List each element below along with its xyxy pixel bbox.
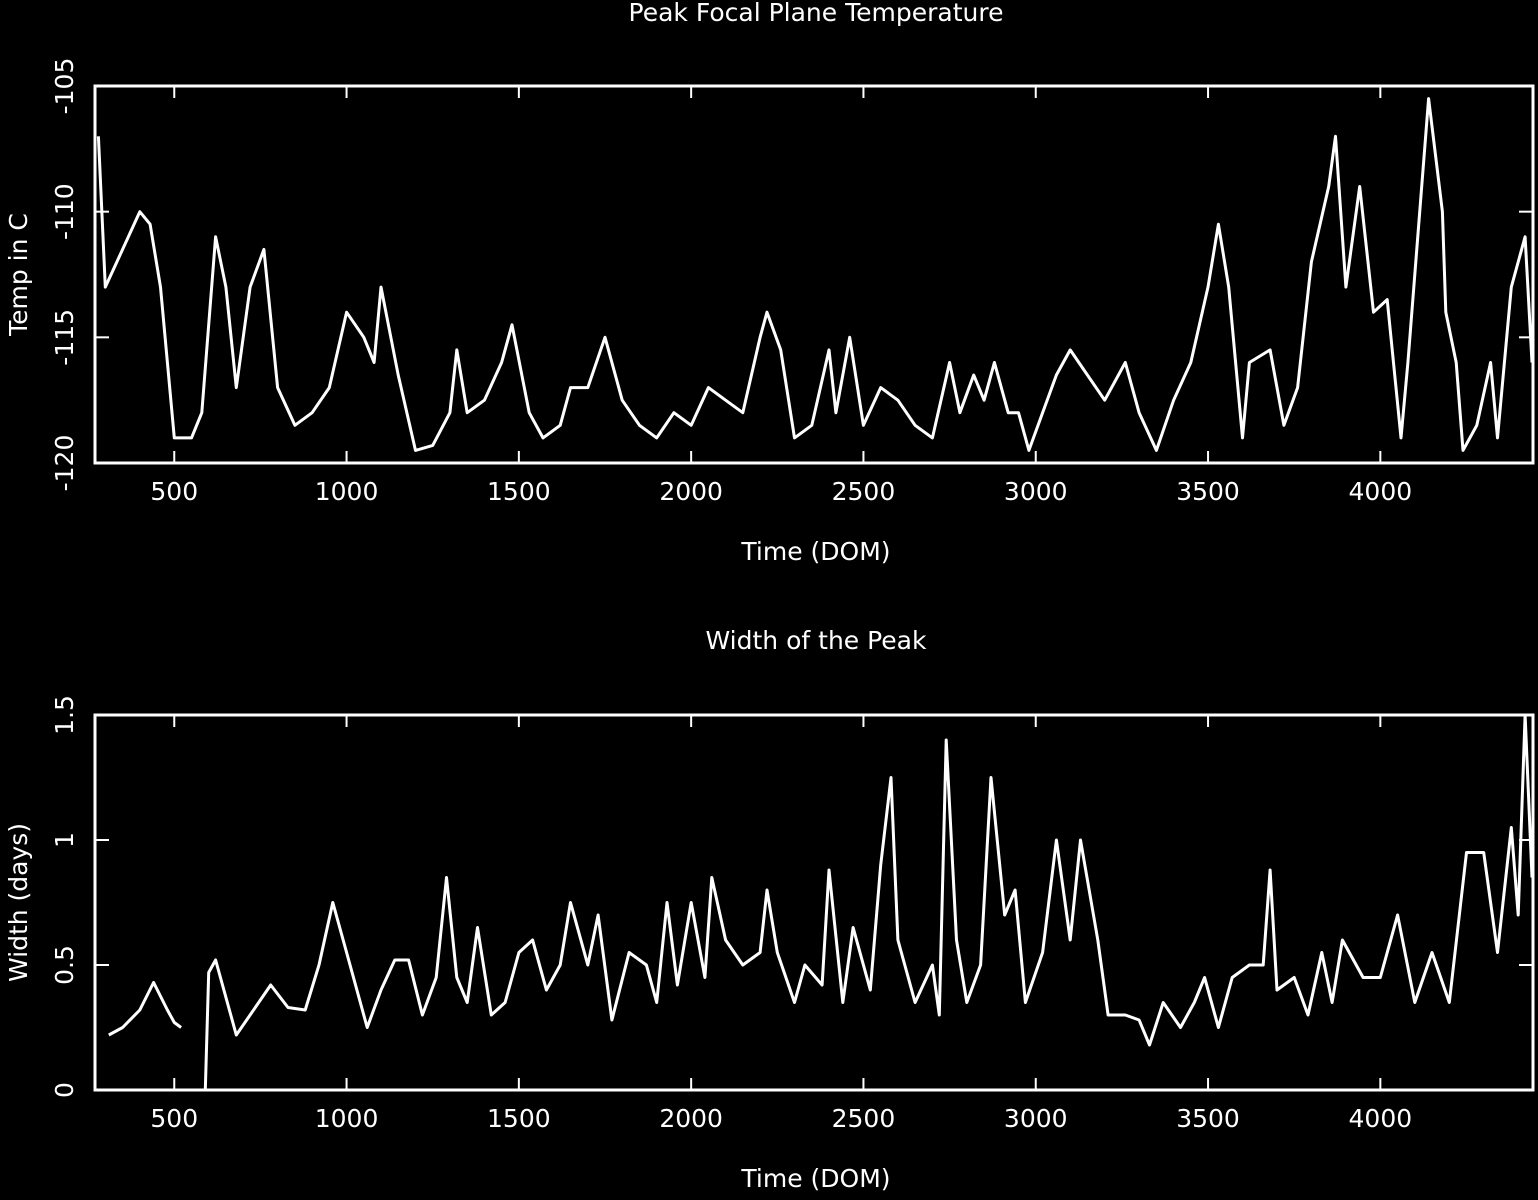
- chart-title: Width of the Peak: [706, 626, 927, 655]
- x-tick-label: 2000: [659, 477, 723, 506]
- x-tick-label: 1000: [315, 477, 379, 506]
- x-axis-label: Time (DOM): [740, 1164, 890, 1193]
- x-tick-label: 1500: [487, 1104, 551, 1133]
- plot-frame: [93, 84, 1535, 465]
- data-line: [108, 713, 1534, 1091]
- y-tick-label: -115: [50, 309, 79, 366]
- x-tick-label: 3500: [1176, 477, 1240, 506]
- x-tick-label: 2000: [659, 1104, 723, 1133]
- x-tick-label: 3000: [1004, 1104, 1068, 1133]
- y-tick-label: 1.5: [50, 695, 79, 735]
- x-tick-label: 3000: [1004, 477, 1068, 506]
- y-tick-label: 0.5: [50, 945, 79, 985]
- x-tick-label: 1000: [315, 1104, 379, 1133]
- x-tick-label: 500: [150, 477, 198, 506]
- x-tick-label: 1500: [487, 477, 551, 506]
- y-tick-label: 1: [50, 832, 79, 848]
- x-tick-label: 4000: [1349, 1104, 1413, 1133]
- y-tick-label: -120: [50, 435, 79, 492]
- x-tick-label: 500: [150, 1104, 198, 1133]
- chart-title: Peak Focal Plane Temperature: [629, 0, 1004, 27]
- plot-frame: [93, 713, 1535, 1092]
- y-axis-label: Temp in C: [4, 213, 33, 337]
- x-axis-label: Time (DOM): [740, 537, 890, 566]
- x-tick-label: 4000: [1349, 477, 1413, 506]
- y-tick-label: -110: [50, 183, 79, 240]
- y-axis-label: Width (days): [4, 823, 33, 982]
- x-tick-label: 2500: [832, 1104, 896, 1133]
- data-line: [96, 97, 1534, 452]
- y-tick-label: 0: [50, 1082, 79, 1098]
- x-tick-label: 2500: [832, 477, 896, 506]
- y-tick-label: -105: [50, 58, 79, 115]
- x-tick-label: 3500: [1176, 1104, 1240, 1133]
